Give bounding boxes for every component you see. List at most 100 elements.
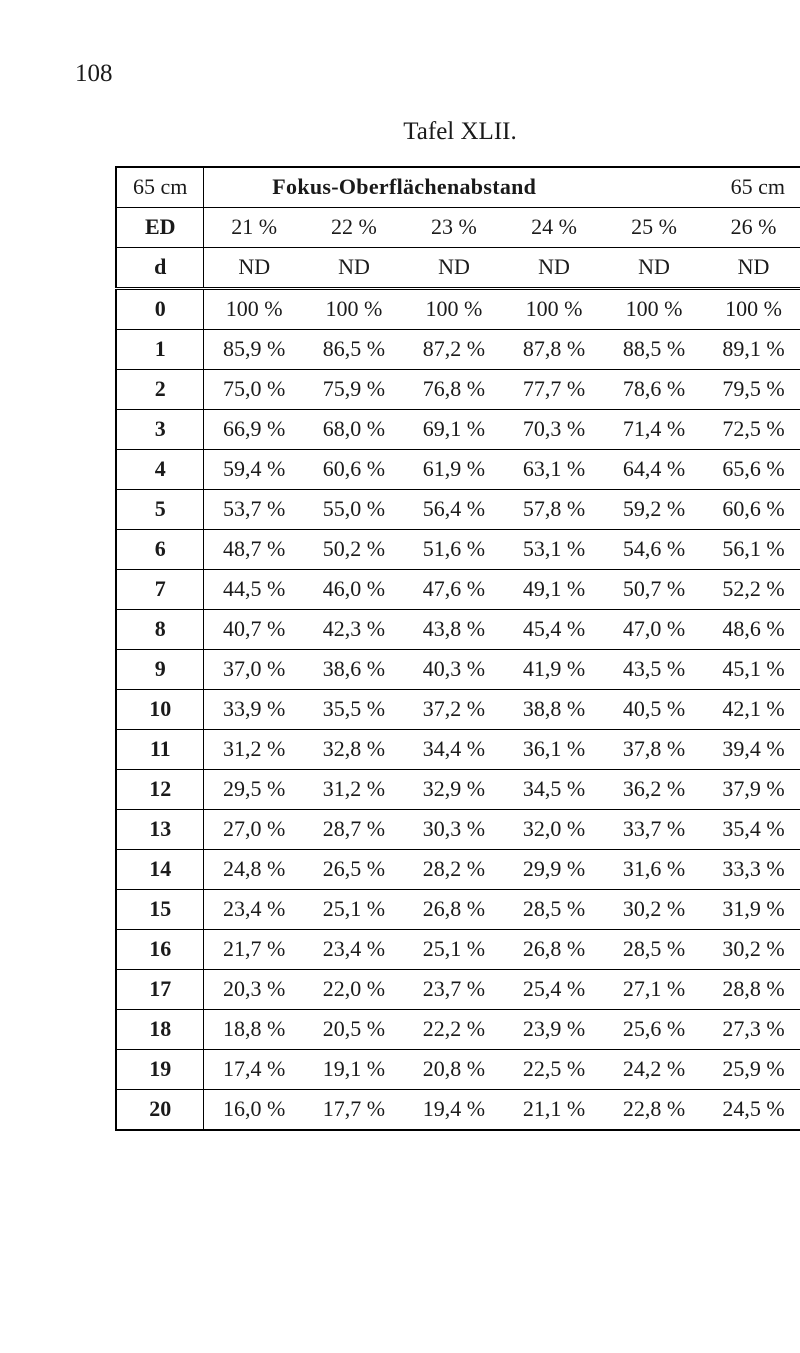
cell: 16,0 % <box>204 1090 304 1131</box>
cell: 20,3 % <box>204 970 304 1010</box>
col-nd-5: ND <box>704 248 800 289</box>
col-pct-3: 24 % <box>504 208 604 248</box>
table-row: 1917,4 %19,1 %20,8 %22,5 %24,2 %25,9 % <box>116 1050 800 1090</box>
cell: 25,4 % <box>504 970 604 1010</box>
cell: 17,7 % <box>304 1090 404 1131</box>
row-index: 6 <box>116 530 204 570</box>
header-center-title: Fokus-Oberflächenabstand <box>204 167 604 208</box>
cell: 27,0 % <box>204 810 304 850</box>
cell: 22,2 % <box>404 1010 504 1050</box>
row-index: 16 <box>116 930 204 970</box>
cell: 23,7 % <box>404 970 504 1010</box>
cell: 25,6 % <box>604 1010 704 1050</box>
cell: 54,6 % <box>604 530 704 570</box>
cell: 60,6 % <box>304 450 404 490</box>
row-index: 1 <box>116 330 204 370</box>
cell: 64,4 % <box>604 450 704 490</box>
cell: 20,8 % <box>404 1050 504 1090</box>
cell: 28,5 % <box>504 890 604 930</box>
cell: 50,7 % <box>604 570 704 610</box>
cell: 28,8 % <box>704 970 800 1010</box>
col-nd-0: ND <box>204 248 304 289</box>
cell: 42,1 % <box>704 690 800 730</box>
header-ed-label: ED <box>116 208 204 248</box>
cell: 71,4 % <box>604 410 704 450</box>
cell: 30,3 % <box>404 810 504 850</box>
cell: 78,6 % <box>604 370 704 410</box>
table-row: 840,7 %42,3 %43,8 %45,4 %47,0 %48,6 % <box>116 610 800 650</box>
cell: 25,1 % <box>304 890 404 930</box>
row-index: 13 <box>116 810 204 850</box>
row-index: 11 <box>116 730 204 770</box>
cell: 100 % <box>204 289 304 330</box>
cell: 100 % <box>704 289 800 330</box>
table-row: 1229,5 %31,2 %32,9 %34,5 %36,2 %37,9 % <box>116 770 800 810</box>
cell: 33,7 % <box>604 810 704 850</box>
row-index: 17 <box>116 970 204 1010</box>
row-index: 12 <box>116 770 204 810</box>
row-index: 2 <box>116 370 204 410</box>
cell: 70,3 % <box>504 410 604 450</box>
cell: 24,5 % <box>704 1090 800 1131</box>
cell: 31,2 % <box>304 770 404 810</box>
cell: 75,0 % <box>204 370 304 410</box>
cell: 22,5 % <box>504 1050 604 1090</box>
table-row: 1621,7 %23,4 %25,1 %26,8 %28,5 %30,2 % <box>116 930 800 970</box>
cell: 89,1 % <box>704 330 800 370</box>
cell: 37,0 % <box>204 650 304 690</box>
cell: 47,0 % <box>604 610 704 650</box>
cell: 28,7 % <box>304 810 404 850</box>
cell: 28,5 % <box>604 930 704 970</box>
cell: 17,4 % <box>204 1050 304 1090</box>
header-right-cm: 65 cm <box>604 167 800 208</box>
row-index: 5 <box>116 490 204 530</box>
cell: 30,2 % <box>604 890 704 930</box>
col-nd-1: ND <box>304 248 404 289</box>
cell: 69,1 % <box>404 410 504 450</box>
cell: 23,9 % <box>504 1010 604 1050</box>
cell: 85,9 % <box>204 330 304 370</box>
cell: 38,6 % <box>304 650 404 690</box>
cell: 72,5 % <box>704 410 800 450</box>
cell: 36,1 % <box>504 730 604 770</box>
cell: 37,8 % <box>604 730 704 770</box>
cell: 46,0 % <box>304 570 404 610</box>
cell: 100 % <box>504 289 604 330</box>
cell: 24,2 % <box>604 1050 704 1090</box>
cell: 76,8 % <box>404 370 504 410</box>
cell: 26,8 % <box>504 930 604 970</box>
table-row: 2016,0 %17,7 %19,4 %21,1 %22,8 %24,5 % <box>116 1090 800 1131</box>
cell: 25,9 % <box>704 1050 800 1090</box>
table-header-row-1: 65 cm Fokus-Oberflächenabstand 65 cm <box>116 167 800 208</box>
row-index: 18 <box>116 1010 204 1050</box>
cell: 41,9 % <box>504 650 604 690</box>
cell: 32,0 % <box>504 810 604 850</box>
cell: 37,2 % <box>404 690 504 730</box>
cell: 43,5 % <box>604 650 704 690</box>
cell: 20,5 % <box>304 1010 404 1050</box>
cell: 45,1 % <box>704 650 800 690</box>
cell: 38,8 % <box>504 690 604 730</box>
table-row: 648,7 %50,2 %51,6 %53,1 %54,6 %56,1 % <box>116 530 800 570</box>
cell: 61,9 % <box>404 450 504 490</box>
row-index: 7 <box>116 570 204 610</box>
cell: 43,8 % <box>404 610 504 650</box>
table-row: 744,5 %46,0 %47,6 %49,1 %50,7 %52,2 % <box>116 570 800 610</box>
col-nd-2: ND <box>404 248 504 289</box>
cell: 52,2 % <box>704 570 800 610</box>
cell: 100 % <box>404 289 504 330</box>
cell: 59,4 % <box>204 450 304 490</box>
row-index: 19 <box>116 1050 204 1090</box>
row-index: 0 <box>116 289 204 330</box>
header-d-label: d <box>116 248 204 289</box>
cell: 33,9 % <box>204 690 304 730</box>
cell: 50,2 % <box>304 530 404 570</box>
table-header-row-2: ED 21 % 22 % 23 % 24 % 25 % 26 % <box>116 208 800 248</box>
cell: 87,8 % <box>504 330 604 370</box>
cell: 18,8 % <box>204 1010 304 1050</box>
cell: 33,3 % <box>704 850 800 890</box>
cell: 40,5 % <box>604 690 704 730</box>
cell: 39,4 % <box>704 730 800 770</box>
row-index: 15 <box>116 890 204 930</box>
cell: 22,8 % <box>604 1090 704 1131</box>
